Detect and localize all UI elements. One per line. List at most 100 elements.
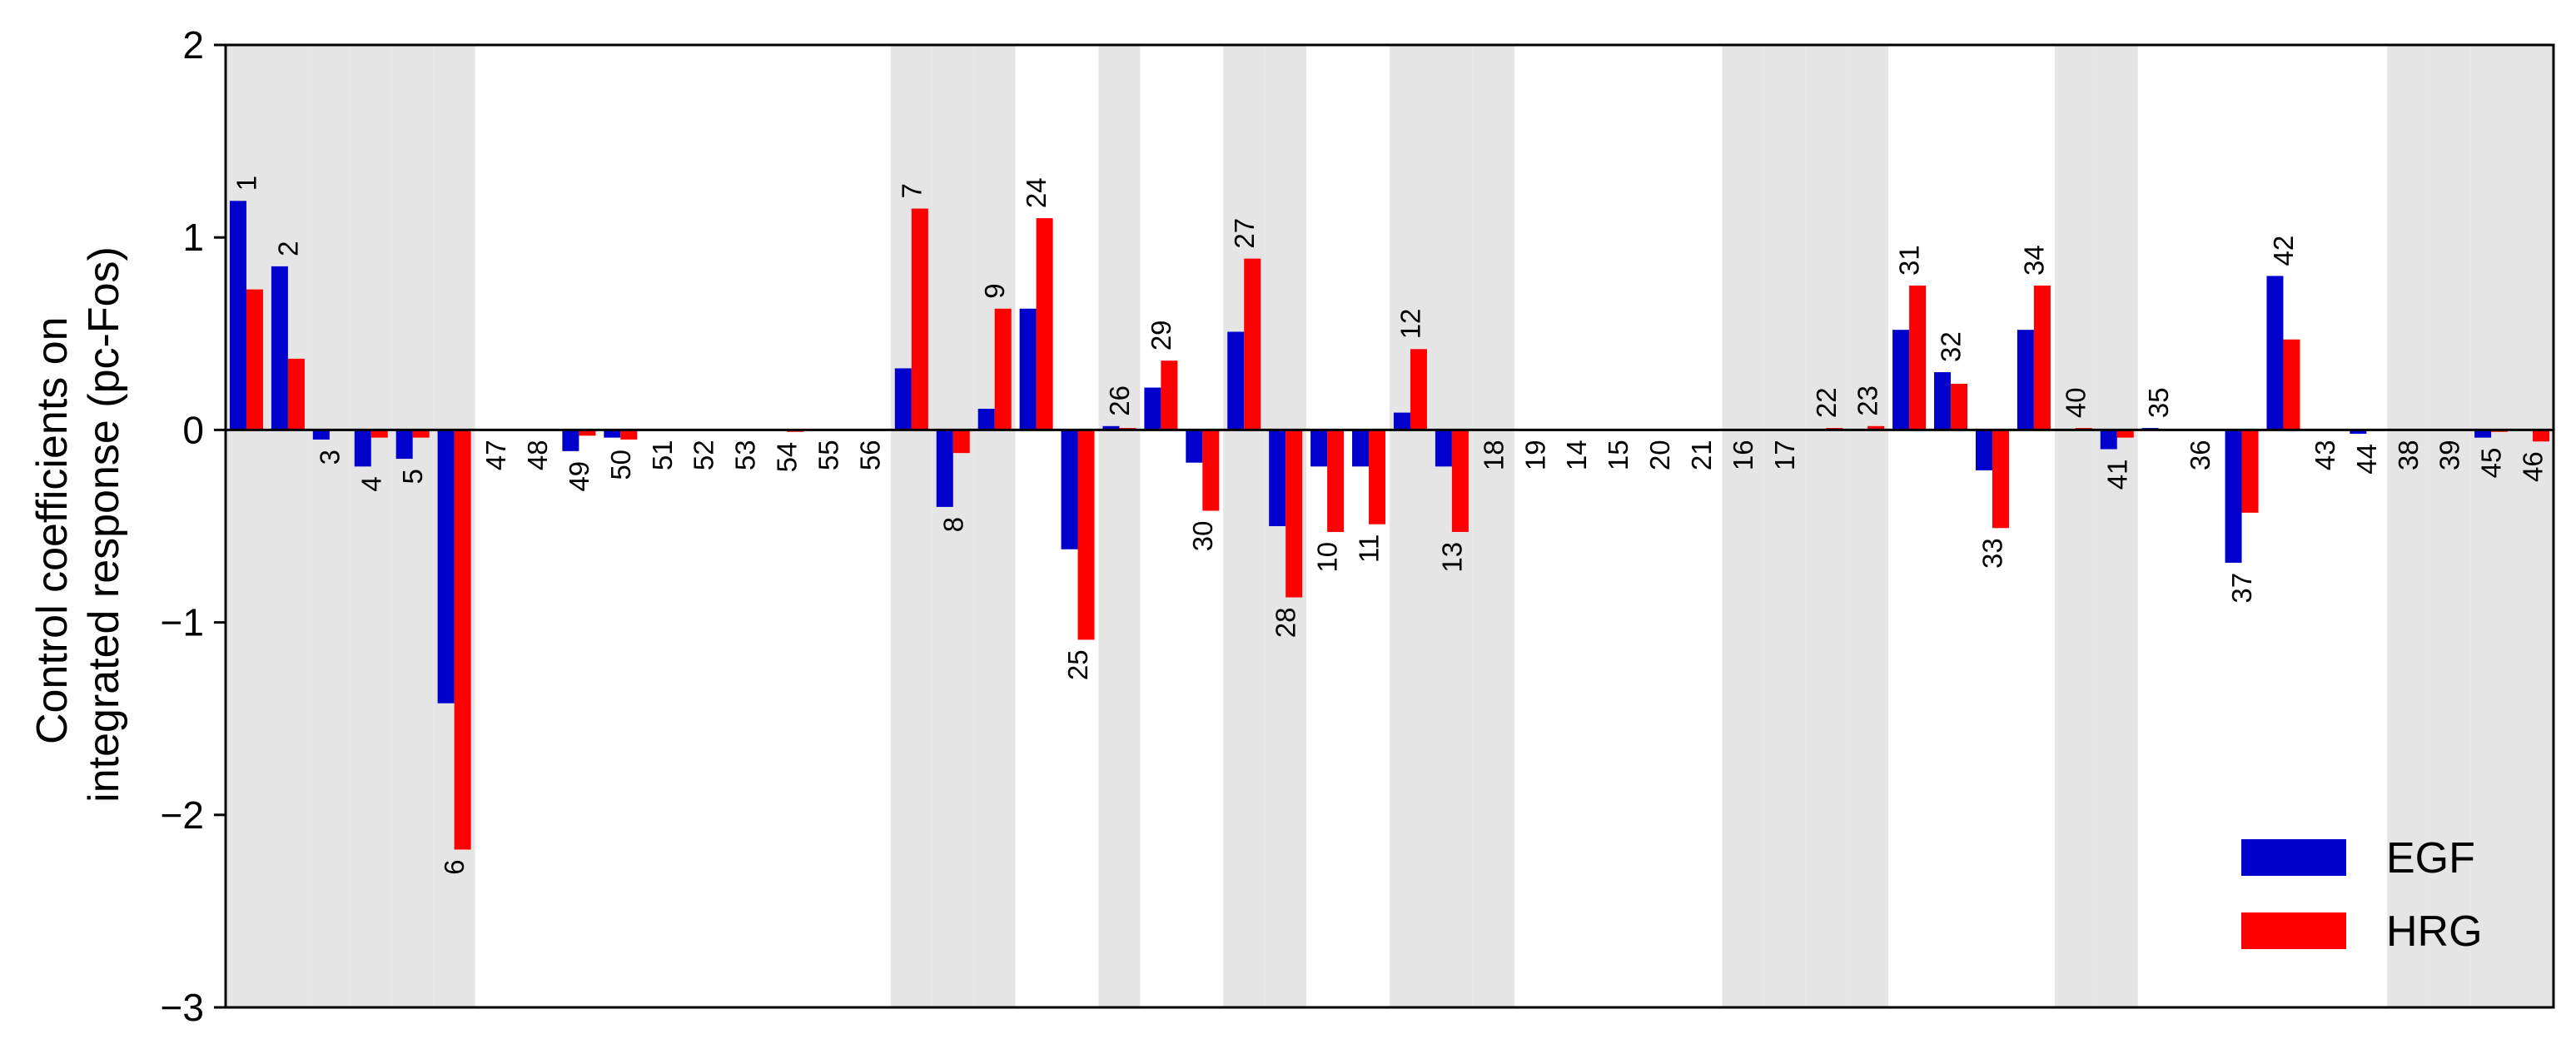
bar-egf-13: [1435, 430, 1452, 467]
shaded-band: [2387, 45, 2429, 1007]
shaded-band: [1763, 45, 1806, 1007]
bar-label-42: 42: [2268, 236, 2299, 266]
bar-hrg-27: [1244, 258, 1261, 430]
bar-label-17: 17: [1769, 440, 1800, 470]
bar-label-3: 3: [314, 450, 345, 465]
bar-label-39: 39: [2434, 440, 2465, 470]
y-axis-title: Control coefficients on integrated respo…: [28, 246, 128, 803]
bar-egf-3: [312, 430, 330, 440]
bar-hrg-49: [579, 430, 596, 436]
bar-egf-4: [354, 430, 371, 467]
bar-hrg-50: [620, 430, 638, 440]
legend-swatch-hrg: [2241, 912, 2346, 949]
legend-label-egf: EGF: [2386, 834, 2475, 882]
bar-label-7: 7: [896, 183, 927, 198]
bar-label-20: 20: [1644, 440, 1675, 470]
bar-egf-33: [1975, 430, 1992, 470]
bar-egf-45: [2474, 430, 2492, 438]
bar-label-31: 31: [1894, 245, 1925, 276]
bar-label-2: 2: [272, 241, 303, 256]
bar-label-8: 8: [937, 517, 968, 532]
bar-egf-34: [2017, 330, 2034, 430]
shaded-band: [1223, 45, 1266, 1007]
bar-label-11: 11: [1354, 534, 1385, 563]
bar-hrg-6: [454, 430, 471, 850]
bar-label-49: 49: [564, 461, 594, 492]
bar-egf-24: [1019, 308, 1037, 430]
plot-frame: [224, 43, 2555, 1009]
bar-label-41: 41: [2101, 460, 2132, 490]
bar-label-56: 56: [854, 440, 885, 470]
bar-label-14: 14: [1561, 440, 1592, 470]
bar-hrg-2: [287, 358, 305, 430]
bar-label-46: 46: [2518, 451, 2549, 482]
shaded-band: [2512, 45, 2554, 1007]
y-tick-label: 2: [182, 23, 204, 67]
bar-label-48: 48: [522, 440, 553, 470]
bar-label-51: 51: [647, 440, 678, 470]
bar-hrg-11: [1369, 430, 1386, 525]
shaded-band: [308, 45, 351, 1007]
bar-label-16: 16: [1728, 440, 1758, 470]
bar-egf-1: [229, 201, 246, 430]
bar-label-43: 43: [2310, 440, 2340, 470]
bar-label-38: 38: [2393, 440, 2424, 470]
bar-egf-49: [562, 430, 579, 451]
bar-hrg-42: [2283, 339, 2300, 430]
bar-label-26: 26: [1104, 385, 1135, 416]
shaded-band: [1098, 45, 1141, 1007]
bar-label-32: 32: [1936, 331, 1967, 362]
bar-label-30: 30: [1187, 521, 1218, 552]
bar-label-25: 25: [1062, 649, 1093, 680]
bar-hrg-30: [1202, 430, 1220, 511]
bar-hrg-28: [1286, 430, 1303, 598]
shaded-band: [932, 45, 974, 1007]
bar-hrg-29: [1161, 360, 1178, 430]
bar-egf-12: [1393, 412, 1410, 430]
bar-egf-50: [604, 430, 621, 438]
bar-label-19: 19: [1519, 440, 1550, 470]
shaded-band: [350, 45, 392, 1007]
bar-label-1: 1: [231, 176, 261, 191]
shaded-band: [973, 45, 1016, 1007]
legend: EGF HRG: [2241, 834, 2483, 956]
bar-label-54: 54: [772, 442, 803, 473]
bar-egf-41: [2100, 430, 2117, 450]
bar-label-52: 52: [689, 440, 719, 470]
bar-hrg-31: [1909, 286, 1927, 430]
bar-label-45: 45: [2476, 448, 2507, 479]
y-tick-label: −1: [161, 601, 204, 644]
bar-label-33: 33: [1977, 538, 2007, 569]
bar-egf-29: [1144, 387, 1161, 430]
y-tick-label: 0: [182, 408, 204, 451]
bar-egf-8: [936, 430, 953, 507]
bar-hrg-24: [1036, 218, 1053, 430]
bar-label-50: 50: [605, 450, 636, 480]
bar-hrg-32: [1951, 383, 1968, 430]
bar-label-13: 13: [1436, 542, 1467, 573]
bar-label-34: 34: [2018, 245, 2049, 276]
y-tick-label: 1: [182, 216, 204, 259]
bar-hrg-46: [2533, 430, 2550, 442]
bars: [229, 201, 2550, 850]
shaded-band: [2470, 45, 2513, 1007]
shaded-band: [2429, 45, 2471, 1007]
bar-label-21: 21: [1686, 440, 1717, 470]
shaded-band: [391, 45, 434, 1007]
bar-hrg-13: [1451, 430, 1469, 532]
bar-hrg-37: [2241, 430, 2259, 513]
bar-label-55: 55: [813, 440, 843, 470]
bar-label-23: 23: [1852, 385, 1883, 416]
bar-label-53: 53: [730, 440, 761, 470]
shaded-band: [1722, 45, 1764, 1007]
bar-egf-30: [1186, 430, 1203, 463]
shaded-band: [1390, 45, 1431, 1007]
bar-hrg-5: [412, 430, 430, 438]
shaded-bands: [226, 45, 2554, 1007]
bar-label-18: 18: [1478, 440, 1509, 470]
bar-egf-44: [2350, 430, 2367, 435]
bar-egf-5: [395, 430, 413, 460]
bar-egf-28: [1269, 430, 1286, 526]
